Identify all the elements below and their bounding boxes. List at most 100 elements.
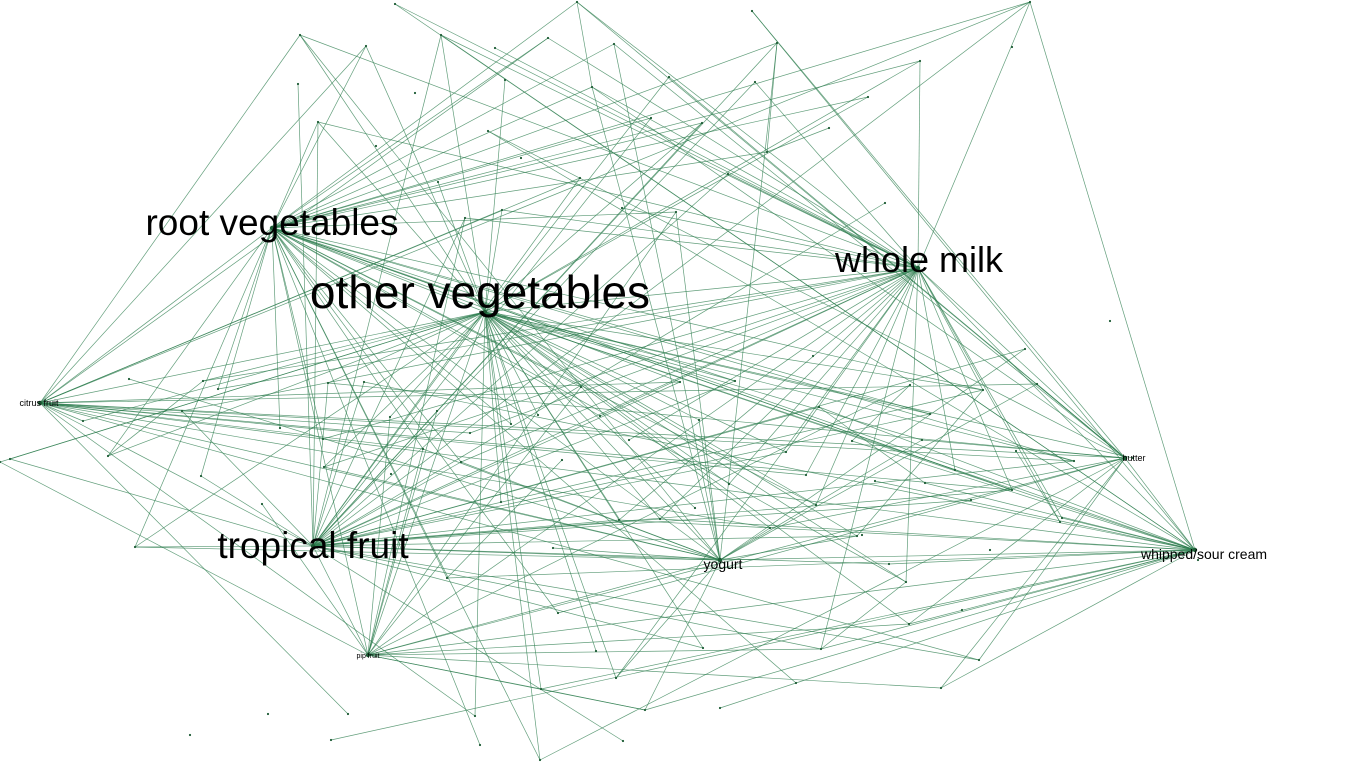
item-node[interactable]: [621, 739, 625, 743]
item-node[interactable]: [536, 413, 540, 417]
item-node[interactable]: [316, 120, 320, 124]
item-node[interactable]: [727, 482, 731, 486]
item-node[interactable]: [389, 472, 393, 476]
item-node[interactable]: [873, 479, 877, 483]
item-node[interactable]: [298, 33, 302, 37]
item-node[interactable]: [329, 738, 333, 742]
item-node[interactable]: [503, 78, 507, 82]
item-node[interactable]: [579, 385, 583, 389]
hub-node[interactable]: [717, 557, 723, 563]
item-node[interactable]: [486, 129, 490, 133]
item-node[interactable]: [374, 144, 378, 148]
node-label-whipped-sour-cream[interactable]: whipped/sour cream: [1140, 546, 1267, 562]
item-node[interactable]: [590, 85, 594, 89]
hub-node[interactable]: [37, 400, 43, 406]
item-node[interactable]: [388, 415, 392, 419]
item-node[interactable]: [473, 714, 477, 718]
node-label-tropical-fruit[interactable]: tropical fruit: [217, 525, 409, 566]
item-node[interactable]: [1196, 558, 1200, 562]
item-node[interactable]: [1058, 520, 1062, 524]
item-node[interactable]: [811, 354, 815, 358]
hub-node[interactable]: [310, 543, 316, 549]
item-node[interactable]: [918, 59, 922, 63]
node-label-root-vegetables[interactable]: root vegetables: [145, 202, 398, 243]
item-node[interactable]: [321, 437, 325, 441]
item-node[interactable]: [794, 681, 798, 685]
item-node[interactable]: [908, 383, 912, 387]
item-node[interactable]: [817, 405, 821, 409]
item-node[interactable]: [1028, 0, 1032, 4]
item-node[interactable]: [538, 758, 542, 762]
item-node[interactable]: [266, 712, 270, 716]
item-node[interactable]: [463, 216, 467, 220]
node-label-yogurt[interactable]: yogurt: [704, 556, 743, 572]
item-node[interactable]: [81, 419, 85, 423]
item-node[interactable]: [509, 422, 513, 426]
item-node[interactable]: [180, 409, 184, 413]
item-node[interactable]: [413, 91, 417, 95]
item-node[interactable]: [939, 686, 943, 690]
item-node[interactable]: [322, 465, 326, 469]
item-node[interactable]: [439, 33, 443, 37]
item-node[interactable]: [546, 36, 550, 40]
item-node[interactable]: [1108, 319, 1112, 323]
item-node[interactable]: [988, 548, 992, 552]
item-node[interactable]: [556, 611, 560, 615]
item-node[interactable]: [904, 580, 908, 584]
item-node[interactable]: [199, 474, 203, 478]
item-node[interactable]: [667, 75, 671, 79]
item-node[interactable]: [188, 733, 192, 737]
item-node[interactable]: [960, 608, 964, 612]
item-node[interactable]: [887, 562, 891, 566]
item-node[interactable]: [594, 649, 598, 653]
item-node[interactable]: [827, 126, 831, 130]
hub-node[interactable]: [1122, 455, 1128, 461]
item-node[interactable]: [598, 414, 602, 418]
item-node[interactable]: [620, 206, 624, 210]
item-node[interactable]: [499, 500, 503, 504]
item-node[interactable]: [393, 2, 397, 6]
item-node[interactable]: [643, 708, 647, 712]
hub-node[interactable]: [482, 309, 488, 315]
item-node[interactable]: [614, 676, 618, 680]
item-node[interactable]: [977, 658, 981, 662]
item-node[interactable]: [733, 379, 737, 383]
item-node[interactable]: [866, 95, 870, 99]
item-node[interactable]: [907, 622, 911, 626]
item-node[interactable]: [753, 80, 757, 84]
item-node[interactable]: [674, 210, 678, 214]
item-node[interactable]: [678, 380, 682, 384]
item-node[interactable]: [627, 438, 631, 442]
item-node[interactable]: [775, 41, 779, 45]
item-node[interactable]: [953, 468, 957, 472]
item-node[interactable]: [260, 502, 264, 506]
item-node[interactable]: [658, 517, 662, 521]
item-node[interactable]: [326, 381, 330, 385]
item-node[interactable]: [701, 646, 705, 650]
item-node[interactable]: [127, 377, 131, 381]
item-node[interactable]: [216, 387, 220, 391]
item-node[interactable]: [278, 426, 282, 430]
item-node[interactable]: [617, 518, 621, 522]
item-node[interactable]: [201, 379, 205, 383]
item-node[interactable]: [969, 498, 973, 502]
item-node[interactable]: [364, 44, 368, 48]
item-node[interactable]: [850, 439, 854, 443]
item-node[interactable]: [981, 388, 985, 392]
node-label-other-vegetables[interactable]: other vegetables: [310, 266, 650, 318]
item-node[interactable]: [478, 743, 482, 747]
item-node[interactable]: [819, 647, 823, 651]
item-node[interactable]: [0, 460, 2, 464]
item-node[interactable]: [1010, 488, 1014, 492]
item-node[interactable]: [1014, 449, 1018, 453]
item-node[interactable]: [459, 460, 463, 464]
item-node[interactable]: [8, 457, 12, 461]
item-node[interactable]: [436, 180, 440, 184]
item-node[interactable]: [768, 526, 772, 530]
item-node[interactable]: [860, 533, 864, 537]
item-node[interactable]: [700, 121, 704, 125]
item-node[interactable]: [519, 156, 523, 160]
item-node[interactable]: [435, 409, 439, 413]
item-node[interactable]: [560, 458, 564, 462]
hub-node[interactable]: [915, 265, 921, 271]
